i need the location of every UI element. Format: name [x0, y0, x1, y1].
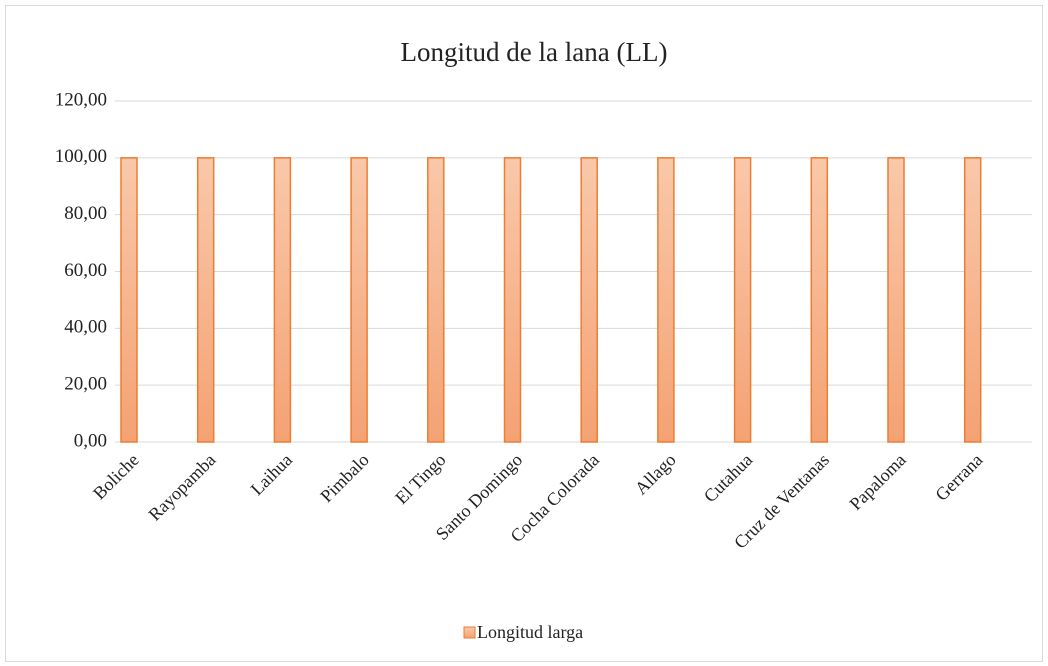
bar: [887, 157, 905, 443]
bar: [196, 157, 215, 443]
y-tick-label: 100,00: [55, 146, 107, 167]
bar: [580, 157, 598, 443]
chart-border: [5, 5, 1043, 662]
chart-title: Longitud de la lana (LL): [401, 37, 668, 67]
legend-swatch: [463, 626, 476, 639]
y-tick-label: 20,00: [64, 374, 107, 395]
bar: [350, 157, 368, 443]
y-tick-label: 80,00: [64, 203, 107, 224]
y-tick-label: 120,00: [55, 89, 107, 110]
y-tick-label: 60,00: [64, 260, 107, 281]
bar: [963, 157, 982, 443]
bar: [810, 157, 829, 443]
bar: [120, 157, 138, 443]
y-tick-label: 0,00: [74, 430, 107, 451]
bar: [427, 157, 445, 443]
legend-label: Longitud larga: [477, 622, 583, 642]
y-tick-label: 40,00: [64, 317, 107, 338]
bar: [273, 157, 292, 443]
bar: [733, 157, 752, 443]
bar: [657, 157, 675, 443]
bar: [503, 157, 522, 443]
